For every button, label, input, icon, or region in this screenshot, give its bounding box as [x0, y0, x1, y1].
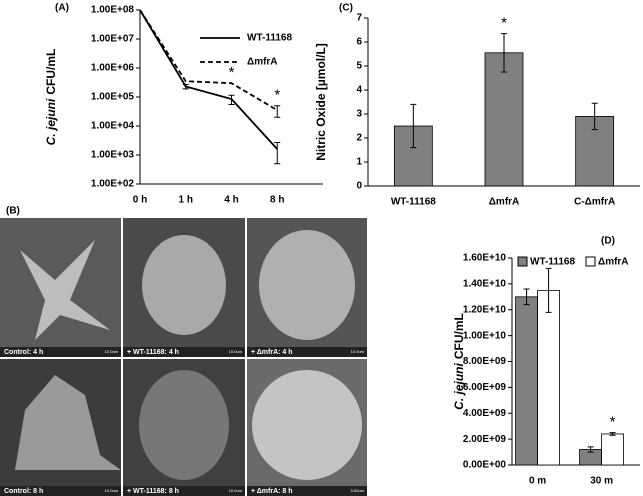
- y-tick-label: 1: [356, 157, 362, 168]
- y-label-part: CFU/mL: [44, 49, 58, 95]
- y-tick-label: 0: [356, 181, 362, 192]
- cell-shape: [20, 240, 110, 340]
- x-tick-label: WT-11168: [391, 197, 436, 208]
- caption-bg: [123, 347, 245, 357]
- scale-label: 10.0um: [105, 488, 119, 493]
- y-tick-label: 1.00E+03: [91, 150, 135, 161]
- x-tick-label: ΔmfrA: [489, 197, 520, 208]
- error-bar: [410, 103, 417, 149]
- legend-label: WT-11168: [247, 33, 292, 44]
- y-tick-label: 1.00E+10: [463, 330, 507, 341]
- error-bar: [501, 33, 507, 73]
- y-label-part: C. jejuni: [452, 363, 466, 410]
- y-tick-label: 1.00E+07: [91, 34, 135, 45]
- panel-label: (A): [55, 3, 69, 14]
- error-bar: [545, 267, 552, 313]
- annotation: *: [229, 64, 235, 81]
- legend-label: ΔmfrA: [247, 57, 278, 68]
- error-bar: [228, 94, 235, 106]
- y-tick-label: 5: [356, 61, 362, 72]
- legend-label: ΔmfrA: [598, 257, 629, 268]
- x-tick-label: 4 h: [224, 195, 238, 206]
- line: [139, 9, 278, 111]
- y-tick-label: 1.20E+10: [463, 304, 507, 315]
- y-tick-label: 4: [356, 85, 362, 96]
- annotation: *: [610, 414, 616, 431]
- y-tick-label: 1.00E+05: [91, 92, 135, 103]
- x-tick-label: 30 m: [590, 476, 613, 487]
- y-tick-label: 8.00E+09: [463, 356, 507, 367]
- image-caption: + WT-11168: 8 h: [127, 488, 179, 495]
- bar: [537, 289, 560, 466]
- error-bar: [523, 288, 530, 306]
- x-tick-label: 8 h: [270, 195, 284, 206]
- caption-bg: [123, 486, 245, 496]
- caption-bg: [0, 486, 121, 496]
- x-tick-label: 0 m: [529, 476, 546, 487]
- image-caption: + ΔmfrA: 4 h: [251, 349, 293, 356]
- panel-label: (B): [6, 206, 20, 217]
- y-axis-label: C. jejuni CFU/mL: [44, 49, 58, 146]
- y-label-part: C. jejuni: [44, 98, 58, 145]
- error-bar: [182, 83, 189, 90]
- y-tick-label: 1.00E+06: [91, 63, 135, 74]
- legend-swatch: [517, 256, 528, 267]
- y-tick-label: 6.00E+09: [463, 382, 507, 393]
- cell-shape: [252, 370, 362, 480]
- y-axis-label: C. jejuni CFU/mL: [452, 313, 466, 410]
- line: [139, 9, 278, 150]
- error-bar: [609, 432, 616, 436]
- image-caption: + ΔmfrA: 8 h: [251, 488, 293, 495]
- panel-label: (D): [601, 236, 615, 247]
- y-label-part: Nitric Oxide [µmol/L]: [314, 43, 328, 161]
- bar: [484, 52, 524, 187]
- image-caption: Control: 8 h: [4, 488, 43, 495]
- caption-bg: [0, 347, 121, 357]
- panel-b-images: [0, 218, 367, 496]
- y-tick-label: 1.40E+10: [463, 279, 507, 290]
- cell-shape: [142, 235, 226, 335]
- scale-label: 10.0um: [229, 488, 243, 493]
- x-tick-label: C-ΔmfrA: [574, 197, 615, 208]
- y-tick-label: 2: [356, 133, 362, 144]
- y-label-part: CFU/mL: [452, 313, 466, 359]
- cell-shape: [15, 375, 121, 470]
- caption-bg: [247, 347, 367, 357]
- legend-label: WT-11168: [530, 257, 575, 268]
- annotation: *: [501, 15, 507, 32]
- error-bar: [591, 102, 598, 131]
- annotation: *: [274, 87, 280, 104]
- y-tick-label: 1.60E+10: [463, 253, 507, 264]
- error-bar: [587, 446, 594, 453]
- scale-label: 10.0um: [229, 349, 243, 354]
- y-tick-label: 6: [356, 37, 362, 48]
- image-caption: + WT-11168: 4 h: [127, 349, 179, 356]
- bar: [515, 296, 538, 466]
- y-tick-label: 7: [356, 13, 362, 24]
- scale-label: 10.0um: [105, 349, 119, 354]
- scale-label: 10.0um: [351, 349, 365, 354]
- y-tick-label: 1.00E+02: [91, 179, 135, 190]
- legend-swatch: [585, 256, 596, 267]
- y-tick-label: 3: [356, 109, 362, 120]
- cell-shape: [139, 370, 229, 480]
- y-tick-label: 4.00E+09: [463, 408, 507, 419]
- y-axis-label: Nitric Oxide [µmol/L]: [314, 43, 328, 161]
- scale-label: 5.00um: [351, 488, 365, 493]
- error-bar: [274, 141, 281, 165]
- caption-bg: [247, 486, 367, 496]
- x-tick-label: 0 h: [133, 195, 147, 206]
- bar: [601, 433, 624, 466]
- x-tick-label: 1 h: [179, 195, 193, 206]
- y-tick-label: 1.00E+04: [91, 121, 135, 132]
- image-caption: Control: 4 h: [4, 349, 43, 356]
- y-tick-label: 1.00E+08: [91, 5, 135, 16]
- panel-label: (C): [339, 3, 353, 14]
- y-tick-label: 2.00E+09: [463, 434, 507, 445]
- y-tick-label: 0.00E+00: [463, 460, 507, 471]
- cell-shape: [259, 230, 355, 340]
- error-bar: [274, 105, 281, 118]
